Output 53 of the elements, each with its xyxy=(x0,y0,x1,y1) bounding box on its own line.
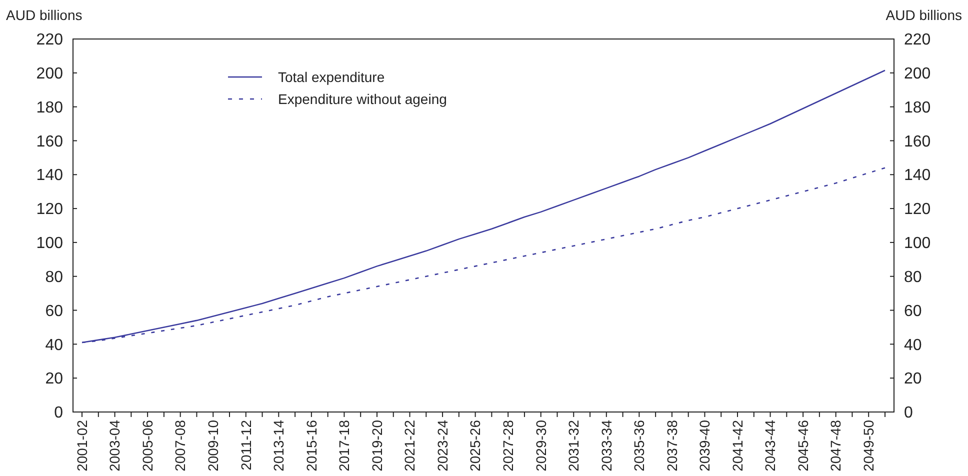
y-tick-label: 100 xyxy=(36,235,64,252)
x-tick-label: 2035-36 xyxy=(631,420,648,472)
y-tick-label: 160 xyxy=(36,133,64,150)
x-tick-label: 2003-04 xyxy=(106,420,123,472)
y-tick-label: 120 xyxy=(36,201,64,218)
x-tick-label: 2013-14 xyxy=(270,420,287,472)
x-tick-label: 2029-30 xyxy=(532,420,549,472)
y-tick-label: 180 xyxy=(36,99,64,116)
x-tick-label: 2021-22 xyxy=(402,420,418,472)
x-tick-label: 2039-40 xyxy=(696,420,713,472)
x-tick-label: 2037-38 xyxy=(664,420,680,472)
y-tick-label: 200 xyxy=(36,66,64,83)
y2-tick-label: 100 xyxy=(904,235,931,252)
y2-tick-label: 220 xyxy=(904,32,931,49)
x-tick-label: 2049-50 xyxy=(860,420,876,472)
y2-tick-label: 200 xyxy=(904,66,931,83)
y2-tick-label: 20 xyxy=(904,370,922,388)
y-axis-title: AUD billions xyxy=(6,7,82,23)
y2-tick-label: 140 xyxy=(904,167,931,184)
y2-axis-title: AUD billions xyxy=(886,7,962,23)
y2-tick-label: 180 xyxy=(904,99,931,116)
x-tick-label: 2019-20 xyxy=(368,420,385,472)
y-tick-label: 40 xyxy=(45,336,64,354)
y-tick-label: 0 xyxy=(54,404,64,422)
x-tick-label: 2047-48 xyxy=(828,420,844,472)
x-tick-label: 2017-18 xyxy=(336,420,352,472)
x-tick-label: 2007-08 xyxy=(172,420,188,472)
x-tick-label: 2043-44 xyxy=(762,420,778,472)
x-tick-label: 2009-10 xyxy=(205,420,222,472)
y-tick-label: 60 xyxy=(45,302,64,320)
x-tick-label: 2033-34 xyxy=(598,420,614,472)
y2-tick-label: 120 xyxy=(904,201,931,218)
x-tick-label: 2023-24 xyxy=(434,420,450,472)
y2-tick-label: 40 xyxy=(904,336,922,354)
y-tick-label: 80 xyxy=(45,268,64,286)
x-tick-label: 2005-06 xyxy=(139,420,156,472)
y2-tick-label: 80 xyxy=(904,268,922,286)
y2-tick-label: 0 xyxy=(904,404,913,422)
legend-label: Total expenditure xyxy=(278,68,385,85)
y2-tick-label: 160 xyxy=(904,133,931,150)
y-tick-label: 20 xyxy=(45,370,64,388)
legend-label: Expenditure without ageing xyxy=(278,90,447,107)
y-tick-label: 220 xyxy=(36,32,64,49)
y2-tick-label: 60 xyxy=(904,302,922,320)
x-tick-label: 2011-12 xyxy=(238,420,254,470)
y-tick-label: 140 xyxy=(36,167,64,184)
x-tick-label: 2001-02 xyxy=(74,420,90,472)
x-tick-label: 2045-46 xyxy=(794,420,811,472)
x-tick-label: 2025-26 xyxy=(467,420,484,472)
x-tick-label: 2027-28 xyxy=(500,420,516,472)
x-tick-label: 2041-42 xyxy=(729,420,746,472)
x-tick-label: 2015-16 xyxy=(303,420,320,472)
x-tick-label: 2031-32 xyxy=(566,420,582,472)
